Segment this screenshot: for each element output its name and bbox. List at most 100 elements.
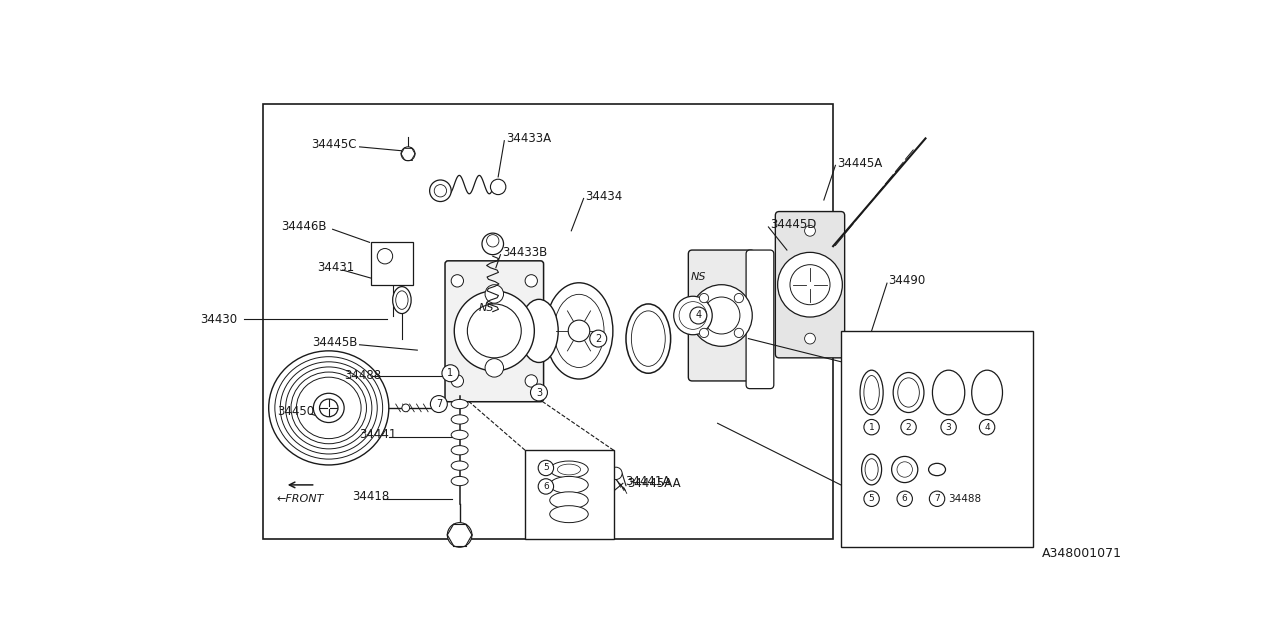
Text: ←FRONT: ←FRONT — [276, 494, 324, 504]
Ellipse shape — [860, 370, 883, 415]
Circle shape — [538, 460, 553, 476]
Ellipse shape — [320, 399, 338, 417]
Bar — [371, 243, 413, 285]
Ellipse shape — [545, 283, 613, 379]
Text: 6: 6 — [543, 482, 549, 491]
Text: 34433B: 34433B — [502, 246, 548, 259]
Text: 34450: 34450 — [278, 405, 315, 419]
Circle shape — [805, 333, 815, 344]
Circle shape — [892, 456, 918, 483]
Ellipse shape — [893, 372, 924, 413]
Ellipse shape — [626, 304, 671, 373]
Text: 34433A: 34433A — [506, 132, 550, 145]
Ellipse shape — [928, 463, 946, 476]
Text: 7: 7 — [934, 494, 940, 503]
Circle shape — [901, 419, 916, 435]
Text: 34431: 34431 — [317, 261, 355, 275]
Circle shape — [864, 419, 879, 435]
Ellipse shape — [393, 287, 411, 314]
Ellipse shape — [549, 506, 589, 523]
Circle shape — [530, 384, 548, 401]
Ellipse shape — [549, 492, 589, 509]
Text: 34441: 34441 — [360, 428, 397, 442]
Circle shape — [568, 320, 590, 342]
Circle shape — [402, 404, 410, 412]
Text: 3: 3 — [536, 387, 541, 397]
Circle shape — [451, 375, 463, 387]
Ellipse shape — [451, 399, 468, 409]
Text: 34445B: 34445B — [312, 336, 357, 349]
Circle shape — [941, 419, 956, 435]
FancyBboxPatch shape — [689, 250, 755, 381]
Text: 6: 6 — [902, 494, 908, 503]
Circle shape — [735, 328, 744, 337]
Circle shape — [609, 467, 622, 479]
Text: 34434: 34434 — [585, 189, 622, 203]
Ellipse shape — [451, 476, 468, 486]
Circle shape — [703, 297, 740, 334]
Text: 4: 4 — [984, 422, 989, 431]
Circle shape — [864, 491, 879, 506]
Text: 34445C: 34445C — [311, 138, 357, 151]
Circle shape — [430, 396, 447, 413]
Circle shape — [525, 375, 538, 387]
Circle shape — [680, 301, 707, 330]
Text: 34445D: 34445D — [771, 218, 817, 231]
Circle shape — [690, 307, 707, 324]
Circle shape — [805, 225, 815, 236]
Circle shape — [538, 479, 553, 494]
Text: 1: 1 — [447, 368, 453, 378]
Text: 34488: 34488 — [344, 369, 381, 382]
Circle shape — [929, 491, 945, 506]
Text: 34430: 34430 — [200, 313, 237, 326]
Ellipse shape — [451, 445, 468, 455]
Circle shape — [790, 265, 829, 305]
Text: 2: 2 — [595, 333, 602, 344]
Circle shape — [897, 491, 913, 506]
Circle shape — [451, 275, 463, 287]
Bar — [841, 331, 1033, 547]
Text: 34446B: 34446B — [282, 220, 326, 234]
Circle shape — [590, 330, 607, 347]
Circle shape — [490, 179, 506, 195]
Text: 34418: 34418 — [352, 490, 389, 503]
FancyBboxPatch shape — [776, 212, 845, 358]
Circle shape — [401, 147, 415, 161]
Ellipse shape — [314, 393, 344, 422]
Circle shape — [434, 184, 447, 197]
Bar — [525, 451, 613, 539]
Text: 34445A: 34445A — [837, 157, 882, 170]
Ellipse shape — [451, 461, 468, 470]
Ellipse shape — [269, 351, 389, 465]
Ellipse shape — [861, 454, 882, 485]
Circle shape — [454, 291, 534, 371]
Text: 3: 3 — [946, 422, 951, 431]
Circle shape — [735, 294, 744, 303]
Circle shape — [699, 294, 709, 303]
Text: 1: 1 — [869, 422, 874, 431]
Circle shape — [699, 328, 709, 337]
Text: NS: NS — [691, 272, 707, 282]
Ellipse shape — [549, 461, 589, 478]
Circle shape — [485, 285, 503, 303]
Text: 34490: 34490 — [888, 275, 925, 287]
Text: A348001071: A348001071 — [1042, 547, 1121, 561]
Text: 34445AA: 34445AA — [627, 477, 681, 490]
FancyBboxPatch shape — [445, 261, 544, 402]
Circle shape — [447, 523, 472, 547]
Ellipse shape — [932, 370, 965, 415]
Text: 2: 2 — [906, 422, 911, 431]
Circle shape — [979, 419, 995, 435]
Text: NS: NS — [479, 303, 494, 313]
Ellipse shape — [520, 300, 558, 362]
Circle shape — [486, 235, 499, 247]
Circle shape — [673, 296, 712, 335]
Ellipse shape — [972, 370, 1002, 415]
Circle shape — [485, 358, 503, 377]
Circle shape — [467, 304, 521, 358]
Circle shape — [430, 180, 451, 202]
Bar — [264, 104, 833, 539]
Circle shape — [442, 365, 460, 381]
Ellipse shape — [451, 430, 468, 440]
Text: 4: 4 — [695, 310, 701, 321]
